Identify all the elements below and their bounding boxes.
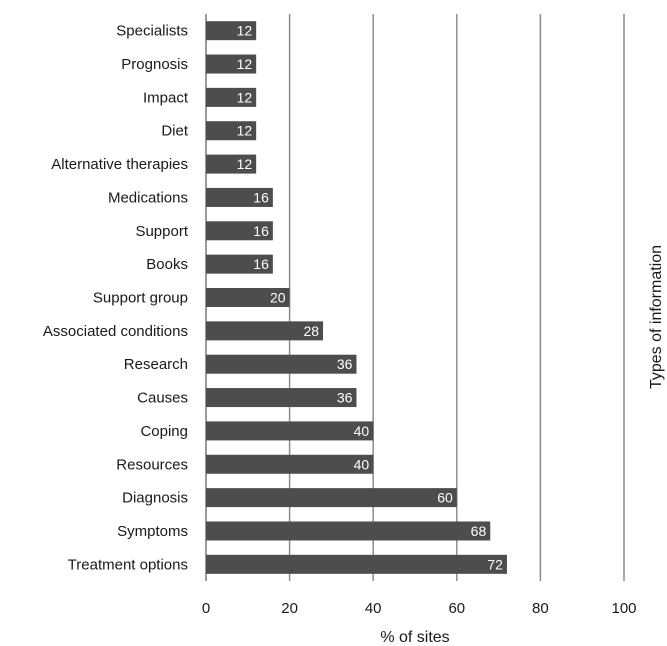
bar xyxy=(206,321,324,341)
data-label: 60 xyxy=(437,490,453,506)
category-label: Diet xyxy=(161,123,189,140)
bar xyxy=(206,454,374,474)
bar xyxy=(206,521,491,541)
x-tick-label: 0 xyxy=(202,600,210,617)
bar xyxy=(206,488,457,508)
category-label: Impact xyxy=(143,89,189,106)
category-label: Diagnosis xyxy=(122,490,188,507)
category-label: Treatment options xyxy=(68,556,188,573)
category-label: Causes xyxy=(137,390,188,407)
data-label: 28 xyxy=(303,323,319,339)
y-axis-title: Types of information xyxy=(648,245,665,389)
data-label: 68 xyxy=(471,523,487,539)
category-label: Medications xyxy=(108,189,188,206)
category-label: Prognosis xyxy=(121,56,188,73)
bar xyxy=(206,87,257,107)
bar xyxy=(206,54,257,74)
bar xyxy=(206,354,357,374)
data-label: 40 xyxy=(354,423,370,439)
x-tick-label: 60 xyxy=(448,600,465,617)
category-label: Support xyxy=(135,223,188,240)
x-axis-title: % of sites xyxy=(380,629,449,646)
category-label: Books xyxy=(146,256,188,273)
bar xyxy=(206,187,273,207)
x-tick-label: 80 xyxy=(532,600,549,617)
data-label: 16 xyxy=(253,256,269,272)
x-tick-label: 100 xyxy=(611,600,636,617)
data-label: 12 xyxy=(237,56,253,72)
data-label: 12 xyxy=(237,156,253,172)
data-label: 72 xyxy=(487,556,503,572)
data-label: 16 xyxy=(253,223,269,239)
data-label: 36 xyxy=(337,390,353,406)
category-label: Symptoms xyxy=(117,523,188,540)
gridlines xyxy=(205,14,625,581)
category-label: Support group xyxy=(93,290,188,307)
x-tick-label: 20 xyxy=(281,600,298,617)
category-label: Resources xyxy=(116,456,188,473)
data-label: 36 xyxy=(337,356,353,372)
x-tick-label: 40 xyxy=(365,600,382,617)
data-label: 40 xyxy=(354,456,370,472)
data-label: 12 xyxy=(237,123,253,139)
bar xyxy=(206,554,507,574)
bar xyxy=(206,154,257,174)
bar xyxy=(206,221,273,241)
data-label: 12 xyxy=(237,23,253,39)
bar xyxy=(206,421,374,441)
category-label: Coping xyxy=(140,423,188,440)
category-label: Alternative therapies xyxy=(51,156,188,173)
labels: 0 20 40 60 80 100 Specialists 12 Prognosis 12 Impa… xyxy=(43,23,637,617)
bar xyxy=(206,388,357,408)
data-label: 12 xyxy=(237,89,253,105)
bars xyxy=(206,21,507,574)
category-label: Associated conditions xyxy=(43,323,188,340)
category-label: Research xyxy=(124,356,188,373)
bar xyxy=(206,121,257,141)
data-label: 20 xyxy=(270,290,286,306)
category-label: Specialists xyxy=(116,23,188,40)
bar xyxy=(206,254,273,274)
bar xyxy=(206,288,290,307)
data-label: 16 xyxy=(253,189,269,205)
bar xyxy=(206,21,257,41)
